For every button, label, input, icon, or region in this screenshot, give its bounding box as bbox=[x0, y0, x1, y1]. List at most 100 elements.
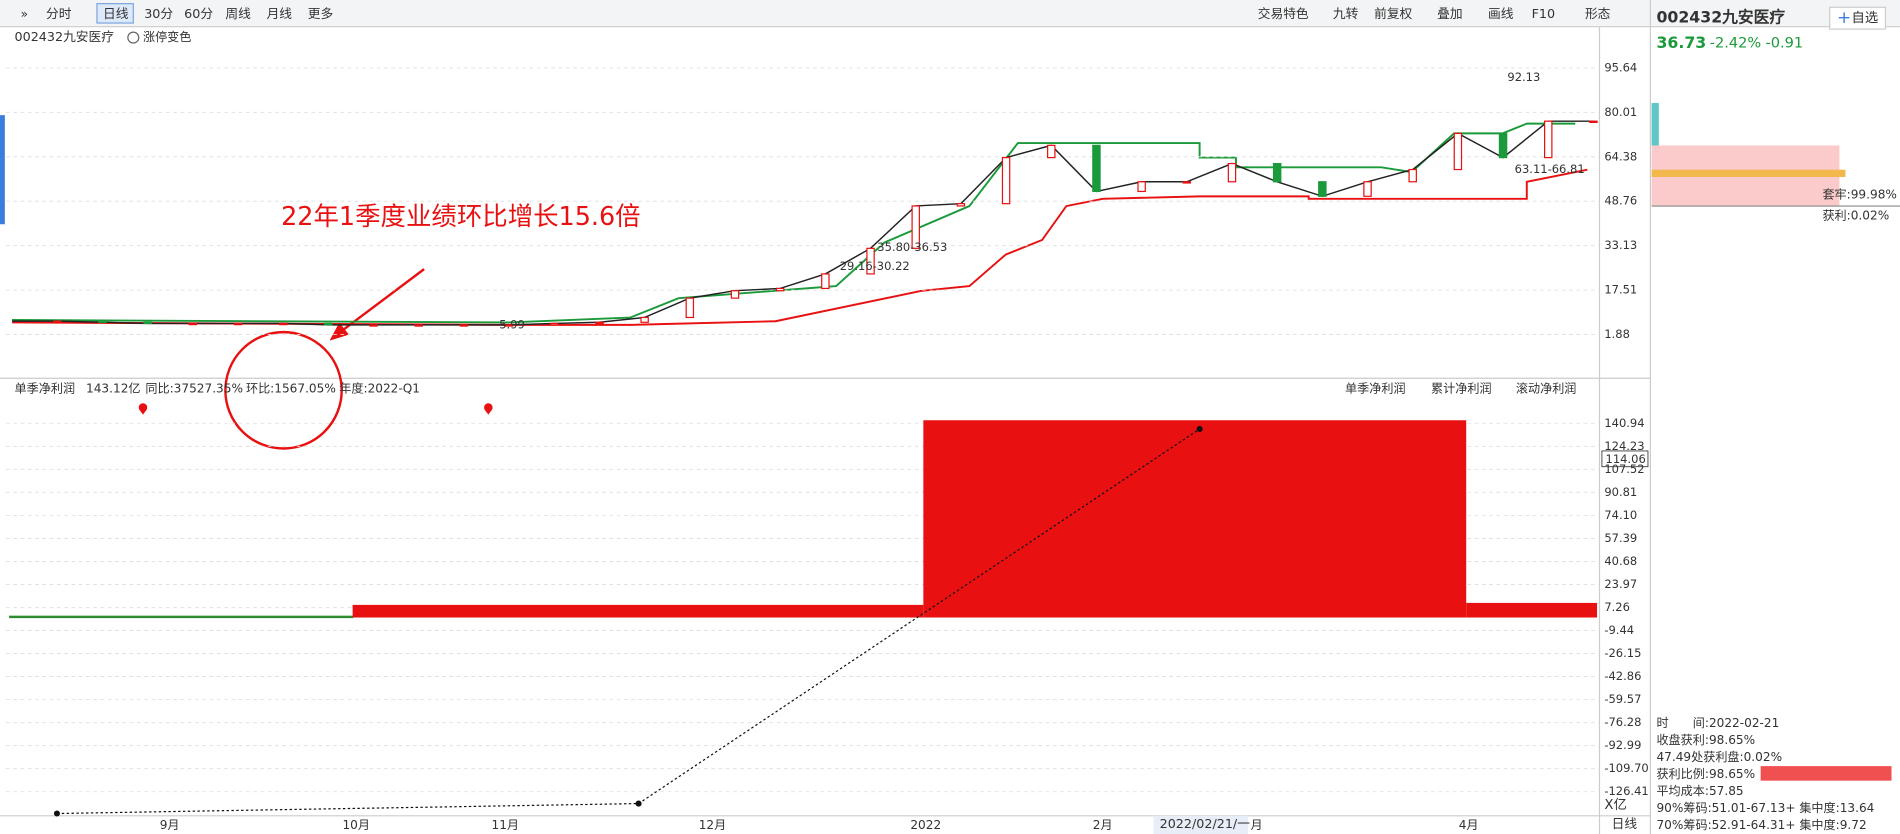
candle bbox=[1544, 120, 1553, 159]
y-tick-label: -126.41 bbox=[1604, 784, 1648, 798]
x-tick-label: 12月 bbox=[699, 818, 727, 832]
toolbar-button[interactable]: 60分 bbox=[184, 6, 213, 21]
toolbar-button[interactable]: 月线 bbox=[267, 6, 293, 21]
support-line bbox=[12, 168, 1588, 326]
plus-icon: + bbox=[1837, 7, 1851, 27]
toolbar-button[interactable]: 画线 bbox=[1488, 6, 1514, 21]
x-tick-label: 11月 bbox=[492, 818, 520, 832]
panel-header: 143.12亿 bbox=[86, 381, 140, 396]
price-line bbox=[12, 120, 1594, 326]
x-tick-label: 2月 bbox=[1093, 818, 1113, 832]
support-line bbox=[12, 122, 1576, 324]
cursor-date: 2022/02/21/一 bbox=[1160, 816, 1251, 831]
bar bbox=[1466, 602, 1598, 618]
candle bbox=[233, 322, 243, 326]
toolbar-button[interactable]: F10 bbox=[1532, 6, 1555, 21]
toolbar-bg bbox=[0, 0, 1900, 27]
line-point bbox=[635, 800, 642, 807]
y-tick-label: 80.01 bbox=[1604, 105, 1637, 119]
panel-header: 年度:2022-Q1 bbox=[339, 381, 420, 396]
unit: X亿 bbox=[1604, 797, 1626, 813]
candle bbox=[369, 324, 378, 327]
panel-tab[interactable]: 累计净利润 bbox=[1431, 382, 1492, 396]
x-tick-label: 2022 bbox=[910, 818, 941, 832]
candle bbox=[550, 322, 559, 326]
panel-tab[interactable]: 滚动净利润 bbox=[1516, 381, 1577, 396]
y-tick-label: 33.13 bbox=[1604, 238, 1637, 252]
candle bbox=[866, 247, 875, 275]
line-point bbox=[1196, 425, 1203, 432]
candle bbox=[1453, 132, 1463, 171]
candle bbox=[685, 297, 695, 319]
candle bbox=[1182, 181, 1192, 184]
candle bbox=[1318, 181, 1327, 197]
price-label: 5.99 bbox=[499, 317, 525, 331]
price-label: 35.80-36.53 bbox=[877, 240, 947, 254]
bar bbox=[352, 604, 924, 618]
highlight-circle bbox=[224, 330, 343, 450]
y-tick-label: 1.88 bbox=[1604, 327, 1630, 341]
chip-info: 平均成本:57.85 bbox=[1656, 784, 1743, 798]
y-tick-label: -109.70 bbox=[1604, 761, 1648, 775]
toolbar-button[interactable]: 形态 bbox=[1585, 6, 1611, 21]
y-tick-label: -76.28 bbox=[1604, 715, 1641, 729]
y-tick-label: -92.99 bbox=[1604, 738, 1641, 752]
bar bbox=[923, 420, 1467, 618]
toolbar-button[interactable]: 周线 bbox=[225, 6, 251, 21]
icon[interactable] bbox=[127, 31, 140, 44]
candle bbox=[414, 324, 423, 327]
toolbar-button[interactable]: 交易特色 bbox=[1258, 6, 1309, 21]
watch-label[interactable]: 自选 bbox=[1852, 10, 1879, 26]
toolbar-button[interactable]: 更多 bbox=[308, 6, 333, 21]
candle bbox=[1137, 181, 1146, 193]
limit-color[interactable]: 涨停变色 bbox=[143, 29, 191, 44]
period-label: 日线 bbox=[1612, 816, 1638, 831]
candle bbox=[1498, 132, 1508, 159]
x-tick-label: 月 bbox=[1251, 818, 1263, 832]
candle bbox=[730, 290, 740, 299]
x-tick-label: 4月 bbox=[1459, 818, 1479, 832]
toolbar-button[interactable]: 九转 bbox=[1333, 6, 1359, 21]
toolbar-button[interactable]: 日线 bbox=[103, 6, 129, 21]
y-tick-label: 107.52 bbox=[1604, 462, 1644, 476]
chip-info: 70%筹码:52.91-64.31+ 集中度:9.72 bbox=[1656, 817, 1866, 832]
watch-button[interactable] bbox=[1829, 6, 1887, 30]
panel-header: 单季净利润 bbox=[15, 382, 76, 396]
y-tick-label: 140.94 bbox=[1604, 416, 1644, 430]
panel-tab[interactable]: 单季净利润 bbox=[1345, 382, 1406, 396]
y-tick-label: -59.57 bbox=[1604, 692, 1641, 706]
toolbar-button[interactable]: 前复权 bbox=[1374, 6, 1412, 21]
candle bbox=[775, 287, 785, 292]
stock-code: 002432九安医疗 bbox=[15, 29, 115, 44]
cursor-value-box bbox=[1601, 450, 1649, 468]
chip-trapped: 套牢:99.98% bbox=[1822, 187, 1896, 202]
change: -0.91 bbox=[1765, 36, 1803, 52]
chip-info: 收盘获利:98.65% bbox=[1656, 732, 1755, 747]
side-tab[interactable] bbox=[0, 115, 5, 225]
toolbar-button[interactable]: 30分 bbox=[144, 6, 173, 21]
candle bbox=[1363, 181, 1372, 197]
icon[interactable]: » bbox=[21, 7, 28, 21]
candle bbox=[53, 320, 62, 323]
y-tick-label: 17.51 bbox=[1604, 283, 1637, 297]
arrow-head bbox=[329, 322, 349, 341]
y-tick-label: 7.26 bbox=[1604, 600, 1630, 614]
candle bbox=[956, 203, 966, 207]
panel-header: 环比:1567.05% bbox=[246, 382, 336, 396]
candle bbox=[640, 316, 649, 323]
toolbar-button[interactable]: 分时 bbox=[46, 6, 72, 21]
cursor-date-bg bbox=[1153, 815, 1249, 834]
candle bbox=[1227, 162, 1237, 183]
y-tick-label: -9.44 bbox=[1604, 623, 1634, 637]
profit-ratio-bar bbox=[1760, 766, 1892, 781]
y-tick-label: 95.64 bbox=[1604, 60, 1637, 74]
candle bbox=[1272, 162, 1282, 183]
chip-distribution bbox=[1651, 169, 1846, 177]
price: 36.73 bbox=[1656, 33, 1706, 52]
toolbar-button[interactable]: 叠加 bbox=[1437, 6, 1462, 21]
candle bbox=[911, 205, 920, 249]
y-tick-label: 64.38 bbox=[1604, 149, 1637, 163]
candle bbox=[504, 324, 514, 327]
candle bbox=[459, 324, 469, 327]
